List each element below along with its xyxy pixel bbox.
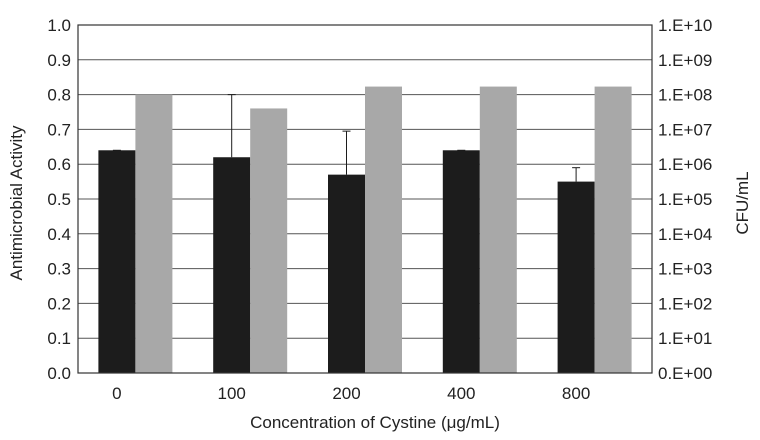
- y-tick-label: 0.0: [47, 364, 71, 383]
- x-tick-label: 0: [112, 384, 121, 403]
- x-tick-label: 800: [562, 384, 590, 403]
- bar-series-1: [98, 150, 136, 373]
- y2-tick-label: 1.E+07: [658, 120, 712, 139]
- x-tick-label: 200: [332, 384, 360, 403]
- x-axis-title: Concentration of Cystine (μg/mL): [250, 413, 500, 432]
- y-tick-label: 0.7: [47, 120, 71, 139]
- y2-axis-title: CFU/mL: [733, 171, 752, 234]
- y2-axis-tick-labels: 0.E+00 1.E+01 1.E+02 1.E+03 1.E+04 1.E+05 1.E+…: [658, 16, 712, 383]
- y2-tick-label: 1.E+01: [658, 329, 712, 348]
- y2-tick-label: 0.E+00: [658, 364, 712, 383]
- y-tick-label: 0.6: [47, 155, 71, 174]
- y-tick-label: 0.3: [47, 260, 71, 279]
- x-tick-label: 100: [218, 384, 246, 403]
- plot-frame: [77, 24, 653, 374]
- y2-tick-label: 1.E+04: [658, 225, 712, 244]
- y2-tick-label: 1.E+03: [658, 260, 712, 279]
- y-axis-title: Antimicrobial Activity: [7, 125, 26, 280]
- bar-series-2: [250, 108, 288, 374]
- bar-series-2: [135, 94, 173, 373]
- y-tick-label: 1.0: [47, 16, 71, 35]
- bars-group: [98, 86, 632, 374]
- y-tick-label: 0.5: [47, 190, 71, 209]
- bar-series-1: [442, 150, 480, 373]
- y-axis-tick-labels: 0.0 0.1 0.2 0.3 0.4 0.5 0.6 0.7 0.8 0.9 1.0: [47, 16, 71, 383]
- bar-series-2: [479, 86, 517, 373]
- y-tick-label: 0.9: [47, 51, 71, 70]
- y2-tick-label: 1.E+06: [658, 155, 712, 174]
- y2-tick-label: 1.E+05: [658, 190, 712, 209]
- y-tick-label: 0.1: [47, 329, 71, 348]
- bar-series-1: [557, 181, 595, 373]
- y2-tick-label: 1.E+10: [658, 16, 712, 35]
- y-tick-label: 0.8: [47, 86, 71, 105]
- y2-tick-label: 1.E+02: [658, 294, 712, 313]
- y2-tick-label: 1.E+09: [658, 51, 712, 70]
- y-tick-label: 0.2: [47, 294, 71, 313]
- bar-series-2: [594, 86, 632, 373]
- y2-tick-label: 1.E+08: [658, 86, 712, 105]
- error-bars-group: [112, 94, 581, 182]
- bar-series-2: [365, 86, 402, 373]
- y-tick-label: 0.4: [47, 225, 71, 244]
- bar-series-1: [328, 174, 365, 373]
- x-axis-tick-labels: 0 100 200 400 800: [112, 384, 590, 403]
- x-tick-label: 400: [447, 384, 475, 403]
- bar-series-1: [213, 157, 251, 373]
